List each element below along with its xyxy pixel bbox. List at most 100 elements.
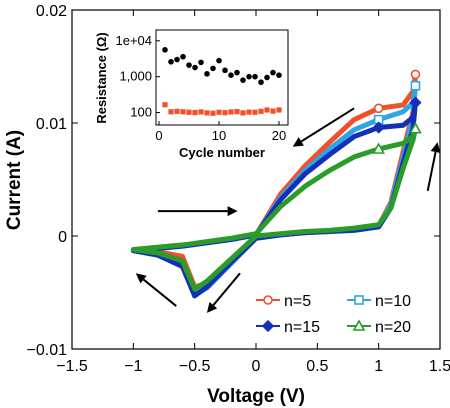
legend-marker — [261, 319, 275, 333]
legend-entry-n-15: n=15 — [256, 319, 320, 336]
legend-label: n=15 — [284, 319, 320, 336]
arrow-head — [135, 273, 147, 284]
inset-point — [234, 109, 240, 115]
series-line-core — [133, 128, 417, 291]
series-n-20 — [130, 122, 422, 292]
inset-y-tick-label: 1e+04 — [115, 33, 152, 48]
legend-entry-n-5: n=5 — [256, 293, 311, 310]
data-point — [372, 121, 385, 134]
inset-point — [186, 109, 192, 115]
x-tick-label: 0 — [252, 358, 261, 375]
inset-x-axis-label: Cycle number — [179, 145, 265, 160]
arrow-shaft — [212, 272, 241, 306]
legend-entry-n-20: n=20 — [347, 319, 411, 336]
x-tick-label: 1 — [374, 358, 383, 375]
inset-point — [192, 109, 198, 116]
y-tick-label: 0.01 — [36, 116, 67, 133]
inset-point — [192, 64, 198, 71]
inset-point — [264, 74, 270, 81]
inset-point — [240, 110, 246, 116]
legend-marker — [263, 295, 273, 305]
x-tick-label: −1.5 — [56, 358, 88, 375]
inset-x-ticks: 0 10 20 — [155, 121, 286, 143]
inset-point — [258, 79, 264, 86]
inset-point — [276, 72, 282, 78]
inset-point — [252, 73, 258, 80]
inset-point — [198, 109, 204, 115]
arrow-head — [430, 142, 441, 154]
arrow-head — [206, 301, 218, 313]
arrow-head — [227, 206, 238, 217]
arrow-sweep-forward-positive — [157, 206, 238, 217]
inset-point — [210, 110, 216, 116]
inset-point — [216, 109, 222, 115]
inset-point — [216, 57, 222, 64]
legend-marker — [352, 319, 366, 331]
arrow-shaft — [300, 107, 355, 143]
inset-series-1 — [162, 102, 282, 116]
inset-y-tick-label: 100 — [130, 105, 152, 120]
arrow-shaft — [426, 151, 437, 191]
y-tick-label: 0 — [58, 229, 67, 246]
inset-point — [222, 110, 228, 116]
data-point — [372, 142, 386, 154]
legend-label: n=5 — [284, 293, 311, 310]
inset-point — [180, 109, 186, 115]
data-point — [410, 69, 421, 80]
inset-point — [228, 109, 234, 115]
x-axis-label: Voltage (V) — [207, 386, 305, 407]
data-point — [410, 80, 421, 91]
inset-x-tick-label: 20 — [272, 128, 286, 143]
inset-point — [198, 59, 204, 66]
inset-point — [264, 107, 270, 113]
arrow-sweep-negative-down — [206, 272, 241, 313]
inset-point — [204, 110, 210, 116]
y-axis-label: Current (A) — [4, 130, 25, 230]
data-point — [409, 96, 422, 109]
inset-x-tick-label: 0 — [155, 128, 162, 143]
y-tick-label: 0.02 — [36, 3, 67, 20]
legend-marker — [354, 295, 364, 305]
inset-point — [222, 67, 228, 74]
inset-point — [162, 47, 168, 53]
inset-chart: 0 10 20 100 1,000 1e+04 Cycle number Resista… — [94, 29, 289, 160]
arrow-sweep-negative-up — [135, 273, 177, 307]
inset-series — [162, 47, 282, 116]
arrow-head — [292, 137, 304, 147]
main-x-ticks: −1.5 −1 −0.5 0 0.5 1 1.5 — [56, 10, 450, 375]
inset-point — [180, 53, 186, 60]
inset-point — [204, 71, 210, 77]
inset-y-tick-label: 1,000 — [119, 69, 152, 84]
main-series — [130, 69, 422, 299]
x-tick-label: −1 — [124, 358, 142, 375]
arrow-shaft — [142, 278, 177, 307]
inset-point — [246, 109, 252, 115]
x-tick-label: −0.5 — [179, 358, 211, 375]
y-tick-label: −0.01 — [27, 342, 68, 359]
inset-point — [252, 109, 258, 115]
inset-point — [174, 56, 180, 63]
inset-point — [246, 73, 252, 80]
data-point — [409, 122, 422, 134]
inset-point — [174, 108, 180, 114]
data-point — [373, 103, 384, 114]
arrow-sweep-up — [426, 142, 441, 191]
x-tick-label: 0.5 — [306, 358, 328, 375]
inset-point — [168, 109, 174, 115]
main-arrows — [135, 107, 441, 313]
inset-point — [186, 62, 192, 68]
inset-point — [234, 69, 240, 76]
legend: n=5 n=10 n=15 n=20 — [256, 293, 411, 336]
inset-point — [270, 108, 276, 114]
legend-label: n=10 — [375, 293, 411, 310]
inset-point — [228, 72, 234, 78]
x-tick-label: 1.5 — [429, 358, 450, 375]
inset-point — [270, 69, 276, 76]
arrow-sweep-back — [292, 107, 355, 147]
inset-point — [258, 108, 264, 114]
inset-y-ticks: 100 1,000 1e+04 — [115, 33, 160, 120]
inset-y-axis-label: Resistance (Ω) — [94, 32, 109, 123]
inset-series-0 — [162, 47, 282, 86]
inset-point — [240, 77, 246, 83]
